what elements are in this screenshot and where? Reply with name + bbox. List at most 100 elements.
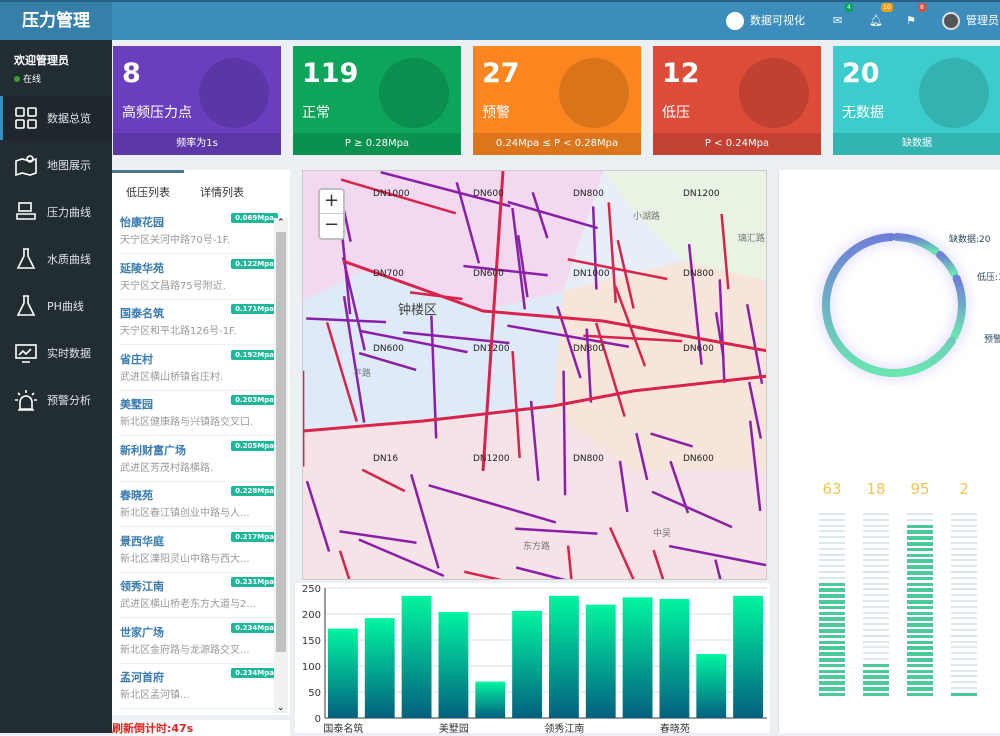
sidebar-item-4[interactable]: PH曲线 xyxy=(0,284,112,328)
site-name: 景西华庭 xyxy=(120,533,164,549)
meter-segment xyxy=(951,577,977,579)
pipe-label: DN1200 xyxy=(473,454,510,464)
meter-segment xyxy=(819,525,845,527)
meter-segment xyxy=(863,559,889,561)
x-tick-label: 春晓苑 xyxy=(660,722,690,733)
site-address: 武进区横山桥镇省庄村. xyxy=(120,368,270,383)
stat-value: 8 xyxy=(122,58,141,89)
scroll-up-icon[interactable]: ⌃ xyxy=(277,218,285,228)
user-menu[interactable]: 管理员 xyxy=(942,2,999,40)
zoom-out-button[interactable]: − xyxy=(320,214,343,238)
data-visualize-link[interactable]: 数据可视化 xyxy=(726,2,805,40)
sidebar-item-label: PH曲线 xyxy=(47,298,84,314)
sidebar-item-5[interactable]: 实时数据 xyxy=(0,331,112,375)
meter-segment xyxy=(819,600,845,604)
meter-segment xyxy=(951,664,977,666)
arrow-up-icon xyxy=(199,58,269,128)
meter-segment xyxy=(951,559,977,561)
meter-segment xyxy=(819,652,845,656)
sidebar-item-6[interactable]: 预警分析 xyxy=(0,378,112,422)
flask-icon xyxy=(14,294,38,318)
data-visualize-label: 数据可视化 xyxy=(750,14,805,27)
pipe-label: DN1000 xyxy=(373,189,410,199)
stat-label: 预警 xyxy=(482,102,510,122)
stat-footer: P ≥ 0.28Mpa xyxy=(293,133,461,155)
notification-button[interactable]: 🔔︎10 xyxy=(869,2,883,40)
meter-segment xyxy=(819,559,845,561)
sidebar-item-label: 实时数据 xyxy=(47,345,91,361)
meter-segment xyxy=(819,681,845,685)
site-address: 新北区健康路与兴镇路交叉口. xyxy=(120,413,270,428)
flag-button[interactable]: ⚑8 xyxy=(906,2,920,40)
meter-segment xyxy=(819,542,845,544)
stat-value: 20 xyxy=(842,58,880,89)
map-icon xyxy=(14,153,38,177)
sidebar-item-0[interactable]: 数据总览 xyxy=(0,96,112,140)
pressure-badge: 0.234Mpa xyxy=(231,668,278,678)
sidebar-item-1[interactable]: 地图展示 xyxy=(0,143,112,187)
meter-segment xyxy=(819,623,845,627)
meter-segment xyxy=(907,554,933,558)
meter-segment xyxy=(907,664,933,668)
bar xyxy=(475,682,505,718)
meter-segment xyxy=(863,664,889,668)
pressure-badge: 0.231Mpa xyxy=(231,577,278,587)
sidebar-item-3[interactable]: 水质曲线 xyxy=(0,237,112,281)
pipe-label: DN600 xyxy=(683,454,714,464)
road-label: 璃汇路 xyxy=(738,232,765,244)
meter-segment xyxy=(863,554,889,556)
stat-label: 正常 xyxy=(302,102,330,122)
meter-segment xyxy=(819,658,845,662)
list-scrollbar[interactable]: ⌃⌄ xyxy=(274,218,288,713)
road-label: 中吴 xyxy=(653,527,671,539)
avatar xyxy=(942,12,960,30)
meter-segment xyxy=(907,623,933,627)
tab-detail-list[interactable]: 详情列表 xyxy=(200,184,244,200)
sidebar-item-label: 压力曲线 xyxy=(47,204,91,220)
pipe-label: DN1200 xyxy=(473,344,510,354)
meter-segment xyxy=(863,583,889,585)
meter-segment xyxy=(907,548,933,552)
sidebar-item-2[interactable]: 压力曲线 xyxy=(0,190,112,234)
y-tick-label: 0 xyxy=(315,714,321,725)
mail-badge: 4 xyxy=(845,3,853,12)
site-address: 天宁区关河中路70号-1F. xyxy=(120,231,270,246)
meter-segment xyxy=(819,635,845,639)
meter-segment xyxy=(863,641,889,643)
mail-icon: ✉ xyxy=(833,14,842,27)
pipe-label: DN700 xyxy=(373,269,404,279)
tab-low-pressure-list[interactable]: 低压列表 xyxy=(126,184,170,200)
pipe-label: DN800 xyxy=(573,189,604,199)
meter-segment xyxy=(819,693,845,697)
scroll-down-icon[interactable]: ⌄ xyxy=(277,703,285,713)
meter-segment xyxy=(907,519,933,521)
mail-button[interactable]: ✉4 xyxy=(833,2,847,40)
app-title[interactable]: 压力管理 xyxy=(0,2,112,40)
pressure-badge: 0.069Mpa xyxy=(231,213,278,223)
meter-segment xyxy=(951,536,977,538)
meter-segment xyxy=(863,635,889,637)
site-name: 春晓苑 xyxy=(120,487,153,503)
zoom-in-button[interactable]: + xyxy=(320,190,343,214)
meter-segment xyxy=(907,670,933,674)
x-tick-label: 领秀江南 xyxy=(544,722,584,733)
